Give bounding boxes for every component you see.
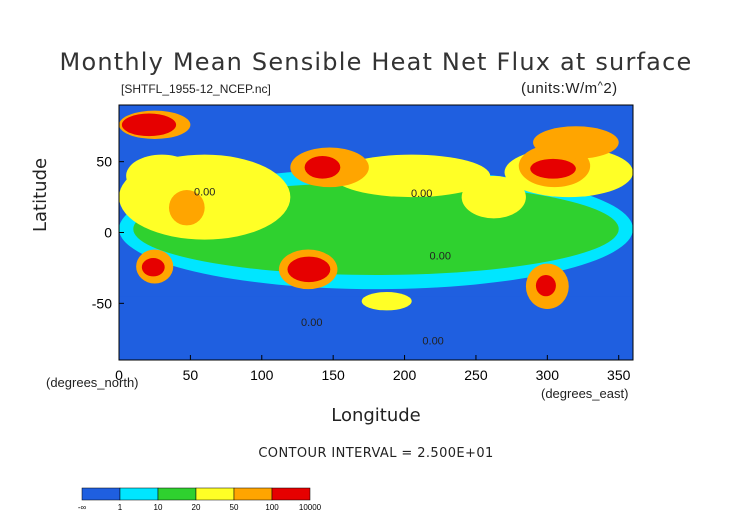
- australia-red: [287, 256, 331, 283]
- y-tick-label: 50: [96, 154, 112, 170]
- units-label: (units:W/m^2): [521, 80, 618, 97]
- band-yellow-npac: [333, 154, 491, 198]
- x-axis-label: Longitude: [331, 405, 421, 426]
- colorbar-label: 100: [265, 503, 279, 512]
- x-tick-label: 350: [607, 367, 631, 383]
- greenland-red: [121, 113, 177, 137]
- contour-label: 0.00: [430, 250, 451, 262]
- x-tick-label: 300: [536, 367, 560, 383]
- x-tick-label: 150: [321, 367, 345, 383]
- axis-ticks: 0 50 100 150 200 250 300 350 50 0 -50: [92, 154, 631, 383]
- y-tick-label: -50: [92, 295, 112, 311]
- colorbar-swatch: [233, 487, 273, 501]
- colorbar-swatch: [119, 487, 159, 501]
- contour-interval: CONTOUR INTERVAL = 2.500E+01: [258, 446, 494, 461]
- namerica-yellow: [461, 175, 526, 219]
- x-units-east: (degrees_east): [541, 386, 629, 401]
- gulfstream-red: [530, 158, 576, 179]
- band-yellow-africa: [126, 154, 198, 198]
- arabia-orange: [168, 190, 205, 226]
- flux-field: 0.00 0.00 0.00 0.00 0.00: [119, 105, 633, 360]
- colorbar-swatch: [81, 487, 121, 501]
- safrica-red: [141, 258, 165, 277]
- kuroshio-red: [304, 156, 341, 179]
- colorbar-swatch: [271, 487, 311, 501]
- x-tick-label: 100: [250, 367, 274, 383]
- patch-south-pacific: [361, 292, 412, 311]
- contour-label: 0.00: [422, 335, 443, 347]
- x-tick-label: 250: [464, 367, 488, 383]
- contour-label: 0.00: [301, 317, 322, 329]
- colorbar-label: 20: [192, 503, 201, 512]
- x-tick-label: 0: [115, 367, 123, 383]
- colorbar-swatch: [195, 487, 235, 501]
- contour-label: 0.00: [194, 187, 215, 199]
- contour-label: 0.00: [411, 188, 432, 200]
- colorbar-label: 50: [230, 503, 239, 512]
- y-tick-label: 0: [104, 225, 112, 241]
- arctic: [119, 105, 633, 122]
- samerica-red: [535, 275, 556, 297]
- colorbar-label: 1: [118, 503, 123, 512]
- y-axis-label: Latitude: [30, 157, 51, 232]
- colorbar-label: 10: [154, 503, 163, 512]
- colorbar-label: 10000: [299, 503, 322, 512]
- x-tick-label: 200: [393, 367, 417, 383]
- x-tick-label: 50: [183, 367, 199, 383]
- colorbar: -∞ 1 10 20 50 100 10000: [78, 487, 322, 512]
- x-units-north: (degrees_north): [46, 375, 139, 390]
- chart-title: Monthly Mean Sensible Heat Net Flux at s…: [59, 48, 693, 76]
- colorbar-swatch: [157, 487, 197, 501]
- file-subtitle: [SHTFL_1955-12_NCEP.nc]: [121, 82, 271, 96]
- labrador-orange: [533, 126, 619, 159]
- colorbar-label: -∞: [78, 503, 87, 512]
